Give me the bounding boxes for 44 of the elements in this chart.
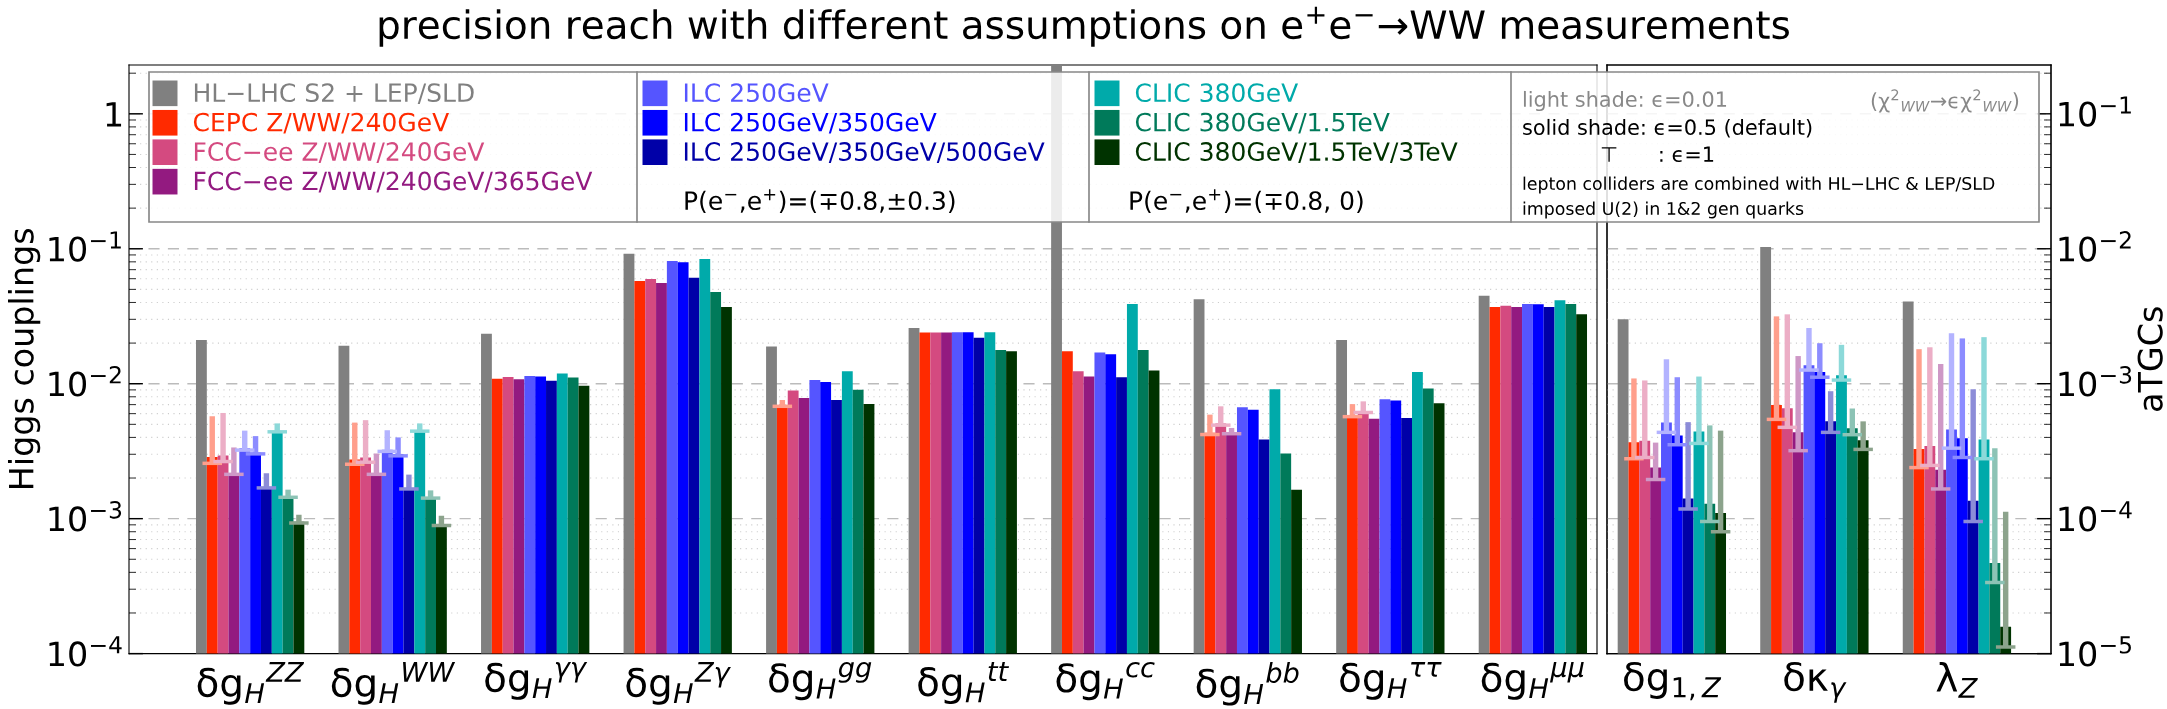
y2-tick-label: 10$^{−2}$ <box>2059 231 2131 262</box>
legend-label: CLIC 380GeV/1.5TeV <box>1135 112 1390 134</box>
legend-label: FCC−ee Z/WW/240GeV <box>194 142 485 163</box>
x-tick-label: δκ$_{γ}$ <box>1784 661 1847 703</box>
legend-label: ILC 250GeV/350GeV/500GeV <box>684 142 1045 163</box>
annotation: lepton colliders are combined with HL−LHC & LEP/SLD <box>1523 176 1995 194</box>
y2-axis-title: aTGCs <box>2137 307 2163 411</box>
y-tick-label: 10$^{−3}$ <box>49 500 122 532</box>
annotation: P(e$^{−}$,e$^{+}$)=(∓0.8, 0) <box>1130 189 1363 214</box>
legend-label: CLIC 380GeV <box>1135 83 1299 103</box>
y2-tick-label: 10$^{−5}$ <box>2059 636 2131 667</box>
chart-title: precision reach with different assumptions on e$^{+}$e$^{−}$→WW measurements <box>379 6 1789 47</box>
y-axis-title: Higgs couplings <box>7 229 41 488</box>
y-tick-label: 1 <box>106 102 122 127</box>
annotation: ⊤ : ϵ=1 <box>1601 146 1714 163</box>
legend-label: ILC 250GeV <box>684 83 829 103</box>
x-tick-label: δg$_{H}$$^{γγ}$ <box>485 661 588 700</box>
annotation: P(e$^{−}$,e$^{+}$)=(∓0.8,±0.3) <box>685 189 955 214</box>
x-tick-label: δg$_{H}$$^{bb}$ <box>1196 661 1299 706</box>
x-tick-label: δg$_{1,Z}$ <box>1624 661 1722 701</box>
legend-label: CEPC Z/WW/240GeV <box>193 112 450 134</box>
y-tick-label: 10$^{−4}$ <box>49 636 122 667</box>
x-tick-label: δg$_{H}$$^{tt}$ <box>918 661 1010 705</box>
x-tick-label: δg$_{H}$$^{μμ}$ <box>1481 661 1584 700</box>
legend-label: CLIC 380GeV/1.5TeV/3TeV <box>1135 142 1458 163</box>
annotation: solid shade: ϵ=0.5 (default) <box>1523 118 1812 138</box>
y-tick-label: 10$^{−1}$ <box>49 231 121 262</box>
y2-tick-label: 10$^{−3}$ <box>2059 366 2132 397</box>
x-tick-label: δg$_{H}$$^{cc}$ <box>1056 661 1155 701</box>
annotation: (χ$^{2}$$_{WW}$→ϵχ$^{2}$$_{WW}$) <box>1871 89 2019 113</box>
y2-tick-label: 10$^{−1}$ <box>2059 96 2131 127</box>
annotation: imposed U(2) in 1&2 gen quarks <box>1523 201 1804 219</box>
y-tick-label: 10$^{−2}$ <box>49 366 121 397</box>
x-tick-label: δg$_{H}$$^{Zγ}$ <box>626 661 731 705</box>
x-tick-label: δg$_{H}$$^{ττ}$ <box>1340 661 1442 700</box>
annotation: light shade: ϵ=0.01 <box>1523 90 1727 112</box>
x-tick-label: δg$_{H}$$^{ZZ}$ <box>197 661 305 705</box>
y2-tick-label: 10$^{−4}$ <box>2059 501 2132 532</box>
legend-label: FCC−ee Z/WW/240GeV/365GeV <box>194 171 593 193</box>
x-tick-label: λ$_{Z}$ <box>1936 661 1978 698</box>
legend-label: HL−LHC S2 + LEP/SLD <box>194 83 474 105</box>
x-tick-label: δg$_{H}$$^{WW}$ <box>331 661 456 705</box>
legend-label: ILC 250GeV/350GeV <box>684 112 937 134</box>
x-tick-label: δg$_{H}$$^{gg}$ <box>769 661 872 701</box>
